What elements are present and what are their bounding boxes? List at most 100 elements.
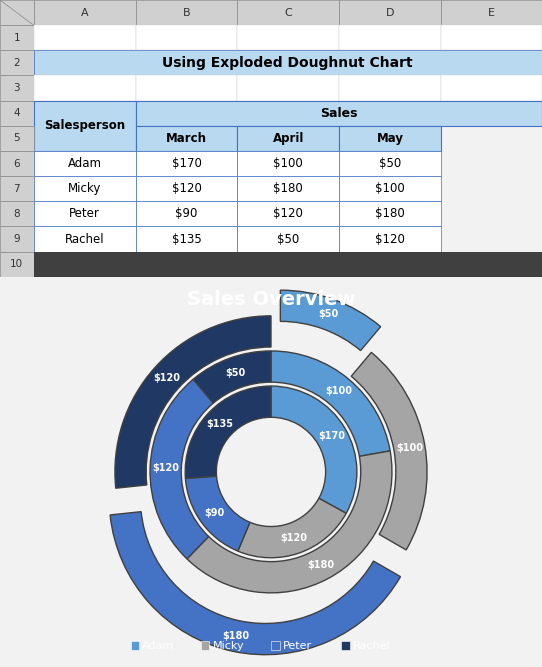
Text: $50: $50 [225, 368, 245, 378]
Text: Peter: Peter [283, 640, 312, 650]
Text: Micky: Micky [68, 182, 101, 195]
Bar [441, 75, 542, 101]
Text: April: April [273, 132, 304, 145]
Text: $120: $120 [375, 233, 405, 245]
Text: $100: $100 [274, 157, 303, 170]
Text: 8: 8 [14, 209, 20, 219]
Text: $120: $120 [171, 182, 202, 195]
Bar [237, 251, 339, 277]
Wedge shape [185, 386, 271, 478]
Wedge shape [351, 352, 427, 550]
Bar [131, 641, 139, 650]
Bar [136, 176, 237, 201]
Bar [34, 50, 542, 75]
Bar [237, 201, 339, 227]
Text: $50: $50 [318, 309, 339, 319]
Bar [34, 0, 136, 25]
Bar [237, 151, 339, 176]
Wedge shape [193, 351, 271, 403]
Text: 1: 1 [14, 33, 20, 43]
Bar [339, 75, 441, 101]
Text: Salesperson: Salesperson [44, 119, 125, 132]
Text: Adam: Adam [142, 640, 175, 650]
Wedge shape [271, 386, 357, 514]
Bar [34, 75, 136, 101]
Text: May: May [377, 132, 404, 145]
Bar [237, 176, 339, 201]
Bar [271, 641, 280, 650]
Bar [237, 227, 339, 251]
Bar [0, 151, 34, 176]
Bar [339, 176, 441, 201]
Bar [136, 201, 237, 227]
Bar [339, 151, 441, 176]
Text: E: E [488, 7, 495, 17]
Text: $90: $90 [204, 508, 224, 518]
Text: $120: $120 [153, 373, 180, 383]
Bar [0, 126, 34, 151]
Bar [0, 201, 34, 227]
Wedge shape [110, 512, 401, 655]
Wedge shape [238, 498, 346, 558]
Bar [136, 126, 237, 151]
Wedge shape [115, 316, 271, 488]
Bar [34, 25, 136, 50]
Text: $180: $180 [376, 207, 405, 220]
Bar [0, 0, 34, 25]
Text: $50: $50 [277, 233, 300, 245]
Text: Sales: Sales [320, 107, 358, 120]
Bar [237, 0, 339, 25]
Text: $50: $50 [379, 157, 402, 170]
Bar [136, 151, 237, 176]
Bar [339, 251, 441, 277]
Bar [441, 25, 542, 50]
Text: $90: $90 [175, 207, 198, 220]
Text: B: B [183, 7, 190, 17]
Bar [136, 251, 237, 277]
Bar [201, 641, 209, 650]
Bar [136, 25, 237, 50]
Text: Sales Overview: Sales Overview [187, 290, 355, 309]
Text: Micky: Micky [212, 640, 244, 650]
Wedge shape [280, 290, 380, 351]
Bar [0, 101, 34, 126]
Bar [339, 126, 441, 151]
Bar [0, 176, 34, 201]
Text: Peter: Peter [69, 207, 100, 220]
Wedge shape [271, 351, 390, 456]
Bar [237, 126, 339, 151]
Text: $170: $170 [318, 431, 345, 441]
Text: 7: 7 [14, 183, 20, 193]
Text: $180: $180 [223, 631, 250, 641]
Bar [136, 75, 237, 101]
Bar [34, 151, 136, 176]
Text: $135: $135 [172, 233, 201, 245]
Text: Using Exploded Doughnut Chart: Using Exploded Doughnut Chart [163, 56, 413, 70]
Bar [341, 641, 350, 650]
Text: Rachel: Rachel [353, 640, 391, 650]
Text: 2: 2 [14, 58, 20, 68]
Text: 4: 4 [14, 108, 20, 118]
Bar [441, 251, 542, 277]
Bar [136, 101, 542, 126]
Text: 9: 9 [14, 234, 20, 244]
Text: $180: $180 [274, 182, 303, 195]
Bar [0, 50, 34, 75]
Bar [34, 201, 136, 227]
Bar [0, 75, 34, 101]
Text: $120: $120 [273, 207, 304, 220]
Text: 10: 10 [10, 259, 23, 269]
Bar [441, 0, 542, 25]
Text: 5: 5 [14, 133, 20, 143]
Wedge shape [150, 380, 214, 559]
Bar [0, 227, 34, 251]
Bar [237, 75, 339, 101]
Text: Adam: Adam [68, 157, 101, 170]
Bar [339, 0, 441, 25]
Text: Rachel: Rachel [64, 233, 105, 245]
Bar [0, 25, 34, 50]
Bar [136, 227, 237, 251]
Bar [339, 25, 441, 50]
Bar [34, 101, 136, 151]
Bar [339, 201, 441, 227]
